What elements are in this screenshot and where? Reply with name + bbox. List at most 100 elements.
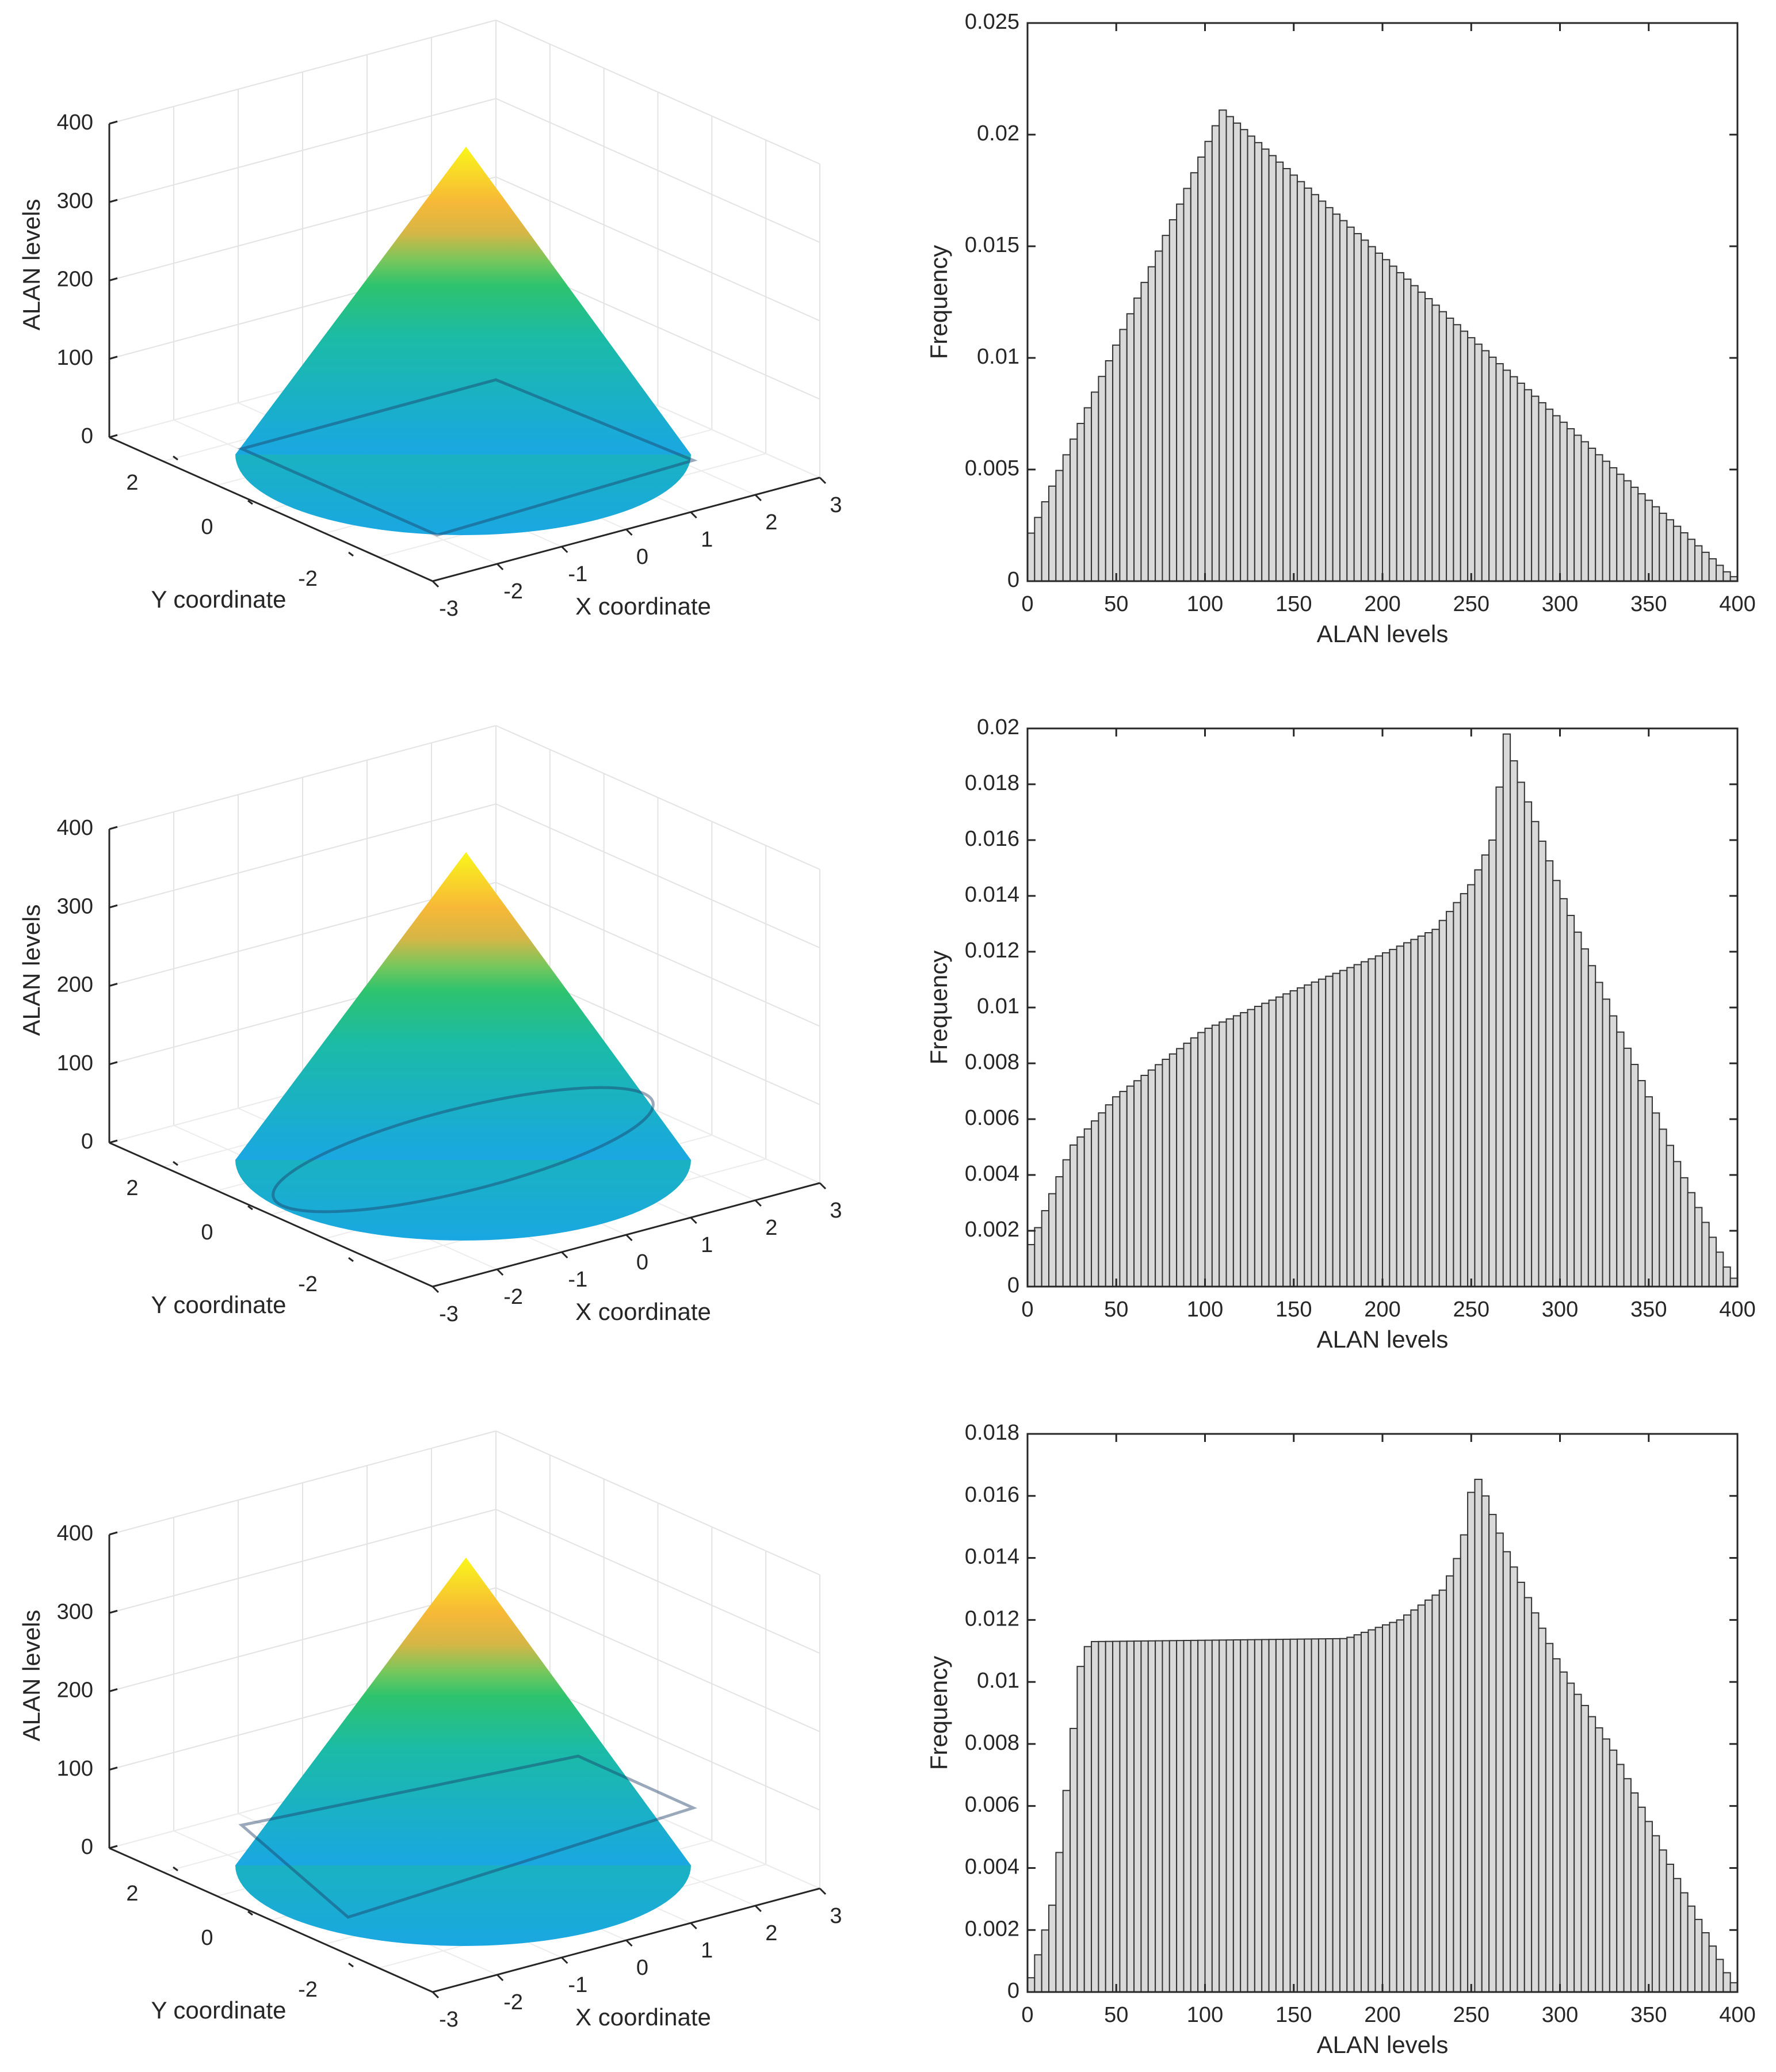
histogram-bar [1282,993,1291,1287]
histogram-bar [1140,1640,1149,1993]
histogram-bar [1119,329,1128,582]
histogram-bar [1211,1639,1220,1993]
x-tick-label: 350 [1630,1298,1667,1322]
z-tick-mark [109,1609,118,1614]
histogram-bar [1133,297,1142,582]
x-tick-mark [690,511,697,519]
histogram-bar [1580,441,1589,582]
y-tick-label: 0.016 [965,1483,1019,1507]
histogram-bar [1126,313,1135,582]
y-tick-mark [173,455,178,461]
histogram-bar [1190,172,1199,582]
histogram-bar [1587,448,1597,582]
x-axis-label: X coordinate [575,1298,711,1325]
histogram-bar [1694,1207,1703,1288]
histogram-bar [1247,1639,1255,1993]
histogram-bar [1027,1244,1036,1288]
y-tick-label: 0.002 [965,1917,1019,1941]
histogram-bar [1701,551,1710,582]
y-tick-label: 0.006 [965,1106,1019,1130]
histogram-bar [1552,415,1561,582]
histogram-bar [1126,1085,1135,1287]
histogram-bar [1332,213,1340,582]
histogram-bar [1616,474,1625,582]
histogram-bar [1254,1006,1263,1288]
histogram-bar [1573,1693,1582,1993]
x-tick-label: 300 [1542,1298,1578,1322]
x-tick-label: 300 [1542,592,1578,616]
histogram-bar [1374,252,1383,582]
x-tick-mark [754,1199,762,1207]
histogram-bar [1070,438,1078,582]
x-tick-label: 1 [701,1939,713,1963]
histogram-bar [1247,135,1255,582]
histogram-bar [1360,239,1369,582]
x-tick-label: 0 [636,1250,648,1275]
histogram-bar [1680,1177,1689,1287]
y-tick-mark [247,499,253,505]
histogram-bar [1687,539,1695,582]
histogram-bar [1176,203,1185,582]
histogram-bar [1155,1064,1163,1287]
histogram-bar [1538,402,1546,582]
x-tick-label: 50 [1104,592,1128,616]
histogram-bar [1176,1048,1185,1287]
histogram-bar [1580,948,1589,1287]
histogram-bar [1417,935,1426,1287]
histogram-bar [1481,854,1490,1287]
histogram-bar [1091,391,1099,582]
histogram-bar [1573,932,1582,1288]
z-tick-mark [109,277,118,281]
histogram-bar [1460,330,1469,582]
y-tick-label: 0 [201,1926,213,1950]
histogram-bar [1076,1666,1085,1993]
histogram-bar [1360,961,1369,1287]
histogram-bar [1197,1639,1206,1993]
histogram-bar [1268,999,1277,1287]
z-tick-mark [109,983,118,987]
histogram-bar [1232,1639,1242,1993]
y-tick-mark [173,1161,178,1166]
histogram-bar [1247,1009,1255,1287]
z-tick-mark [109,199,118,203]
histogram-bar [1453,1558,1461,1993]
histogram-bar [1296,1638,1305,1993]
histogram-bar [1460,893,1469,1287]
histogram-bar [1552,1658,1561,1993]
x-axis-label: ALAN levels [1317,1326,1449,1353]
histogram-bar [1580,1705,1589,1993]
histogram-bar [1346,1636,1355,1993]
histogram-bar [1517,383,1525,582]
x-tick-mark [496,563,504,571]
y-tick-label: 0.002 [965,1218,1019,1242]
histogram-bar [1317,200,1327,582]
y-tick-label: 0.02 [977,121,1019,146]
histogram-bar [1644,1821,1653,1993]
histogram-bar [1353,964,1362,1287]
histogram-bar [1715,564,1724,582]
histogram-bar [1105,360,1114,582]
histogram-bar [1701,1932,1710,1993]
y-axis-label: Y coordinate [151,1291,286,1318]
x-tick-label: -1 [568,562,587,586]
x-tick-label: 0 [1021,1298,1033,1322]
z-tick-label: 100 [57,1051,93,1075]
histogram-bar [1225,1639,1234,1993]
x-tick-label: 0 [636,1956,648,1980]
histogram-bar [1523,801,1533,1287]
histogram-bar [1091,1120,1099,1287]
histogram-bar [1240,1639,1248,1993]
region-outline [272,1086,655,1214]
histogram-bar [1431,1594,1440,1993]
histogram-bar [1417,291,1426,582]
x-tick-label: 100 [1187,2003,1223,2027]
x-tick-label: -3 [439,1302,459,1326]
x-tick-label: 2 [765,510,777,535]
histogram-bar [1098,1640,1106,1993]
histogram-bar [1353,1634,1362,1993]
x-tick-mark [690,1216,697,1224]
histogram-bar [1204,1639,1213,1993]
histogram-bar [1396,1619,1405,1993]
histogram-bar [1027,1977,1036,1993]
y-tick-mark [348,1257,354,1262]
